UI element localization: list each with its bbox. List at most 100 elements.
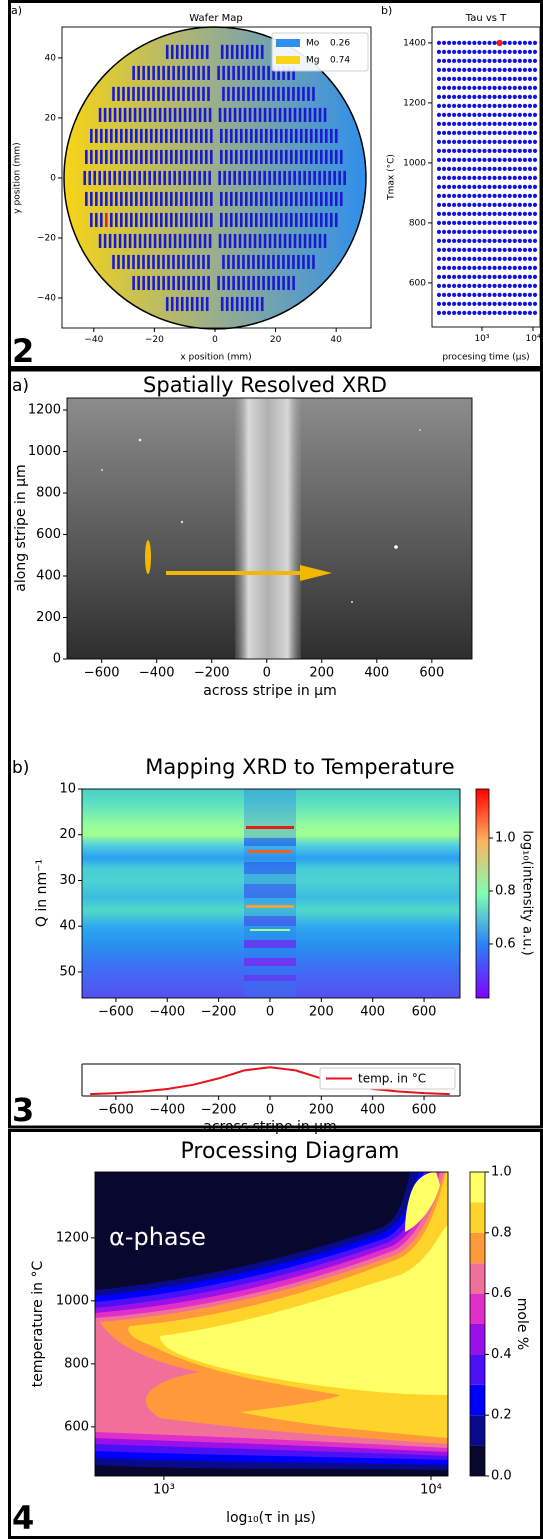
stripe [147, 65, 150, 80]
x-tick-label: 400 [364, 665, 389, 680]
point [522, 283, 528, 288]
point [507, 175, 512, 180]
stripe [273, 233, 277, 249]
point [462, 310, 467, 315]
point [527, 49, 533, 55]
point [457, 193, 462, 198]
point [487, 229, 492, 234]
stripe [224, 128, 228, 143]
stripe [132, 254, 135, 270]
point [446, 130, 452, 135]
stripe [195, 44, 199, 59]
point [477, 49, 482, 55]
y-tick-label: 1400 [403, 38, 426, 48]
stripe [304, 212, 308, 228]
point [492, 58, 497, 64]
stripe [180, 296, 184, 312]
stripe [160, 128, 163, 143]
stripe [88, 170, 92, 186]
point [482, 157, 487, 162]
point [517, 202, 522, 207]
point [441, 148, 447, 153]
point [512, 265, 517, 270]
stripe [240, 296, 244, 312]
point [446, 94, 452, 99]
point [487, 256, 492, 261]
point [477, 121, 482, 126]
point [482, 148, 487, 153]
x-tick-label: 400 [360, 1004, 385, 1019]
stripe [200, 191, 203, 207]
stripe [135, 212, 138, 228]
point [436, 76, 442, 81]
point [436, 184, 442, 189]
stripe [247, 254, 250, 270]
point [492, 265, 497, 270]
point [522, 202, 528, 207]
stripe [299, 191, 303, 207]
stripe [110, 191, 113, 207]
stripe [142, 86, 145, 101]
stripe [292, 65, 295, 80]
point [527, 247, 533, 252]
point [487, 157, 492, 162]
stripe [197, 86, 200, 101]
stripe [259, 149, 263, 164]
point [467, 112, 472, 117]
stripe [175, 149, 178, 164]
point [492, 256, 497, 261]
stripe [135, 149, 138, 164]
point [457, 85, 462, 90]
stripe [294, 149, 298, 164]
stripe [284, 191, 288, 207]
stripe [223, 233, 227, 249]
stripe [148, 107, 152, 122]
point [527, 202, 533, 207]
stripe [152, 275, 155, 291]
point [482, 130, 487, 135]
point [512, 202, 517, 207]
point [522, 184, 528, 189]
point [441, 67, 447, 72]
stripe [269, 149, 273, 164]
stripe [279, 149, 283, 164]
point [527, 238, 533, 243]
point [532, 229, 538, 234]
colorbar-level [470, 1202, 485, 1233]
point [487, 238, 492, 243]
point [492, 202, 497, 207]
point [522, 40, 528, 46]
stripe [314, 128, 318, 143]
point [487, 76, 492, 81]
stripe [225, 44, 229, 59]
point [467, 139, 472, 144]
point [482, 40, 487, 46]
stripe [324, 191, 328, 207]
stripe [313, 107, 317, 122]
point [467, 238, 472, 243]
stripe [230, 149, 233, 164]
stripe [303, 107, 307, 122]
stripe [304, 128, 308, 143]
point [477, 94, 482, 99]
point [492, 148, 497, 153]
stripe [267, 254, 270, 270]
y-axis-label: Tmax (°C) [387, 154, 397, 201]
colorbar-tick-label: 0.8 [495, 883, 516, 898]
point [512, 220, 517, 225]
stripe [83, 170, 87, 186]
stripe [298, 233, 302, 249]
point [452, 157, 457, 162]
point [436, 40, 442, 46]
point [457, 265, 462, 270]
point [527, 256, 533, 261]
point [512, 301, 517, 306]
point [441, 193, 447, 198]
point [497, 301, 502, 306]
point [492, 220, 497, 225]
point [462, 94, 467, 99]
stripe [204, 128, 208, 143]
point [517, 112, 522, 117]
point [467, 247, 472, 252]
point [472, 103, 477, 108]
